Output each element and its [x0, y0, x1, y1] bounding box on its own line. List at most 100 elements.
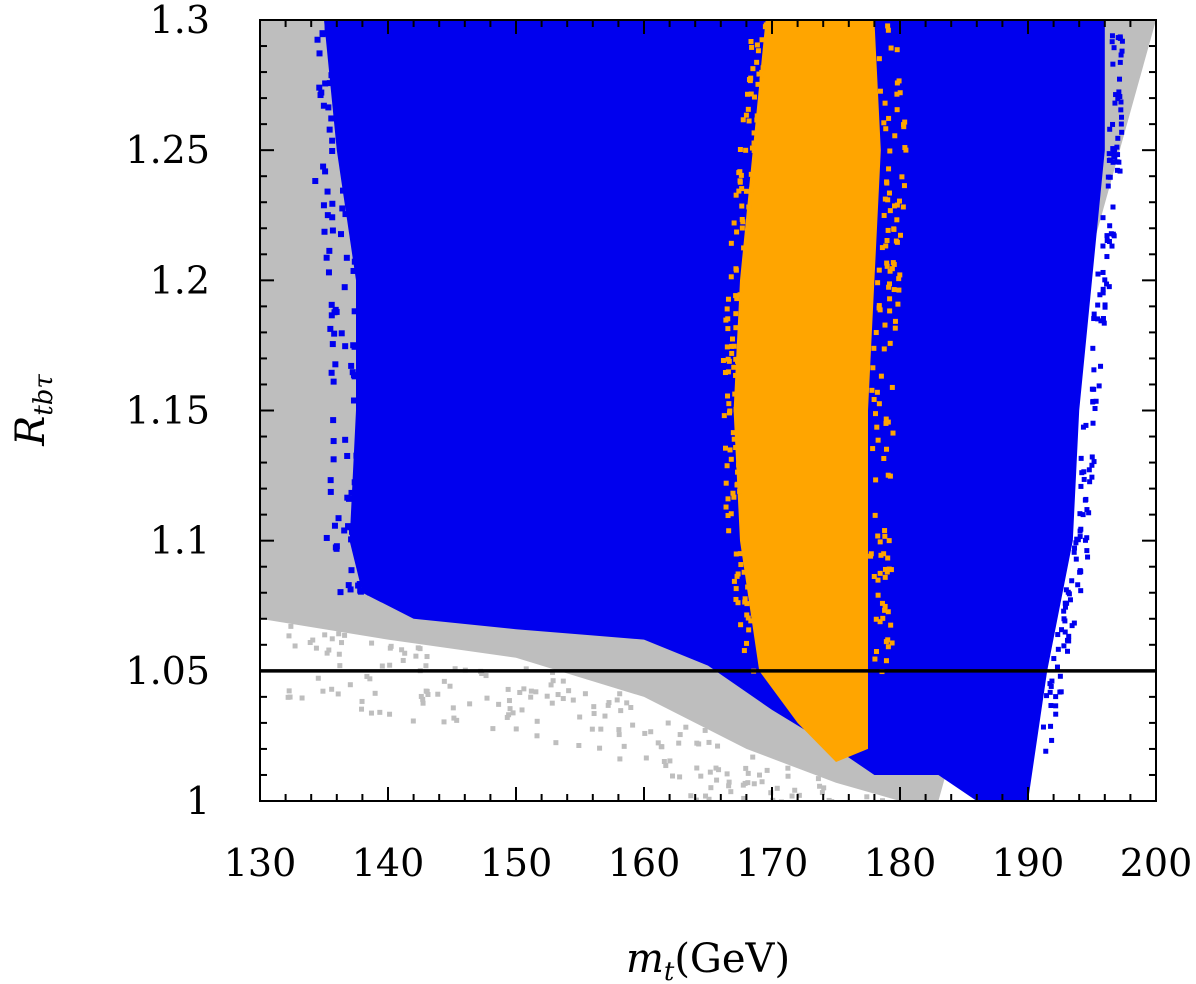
series-blue-point	[384, 67, 391, 74]
series-grey-point	[742, 780, 748, 786]
series-grey-point	[655, 740, 661, 746]
series-blue-point	[395, 251, 402, 258]
series-blue-point	[407, 235, 414, 242]
series-orange-point	[883, 416, 889, 422]
series-grey-point	[821, 785, 827, 791]
series-orange-point	[873, 330, 879, 336]
series-orange-point	[733, 372, 739, 378]
series-orange-point	[894, 217, 900, 223]
series-blue-point	[378, 325, 385, 332]
series-blue-point	[376, 366, 383, 373]
series-blue-point	[379, 74, 386, 81]
series-grey-point	[667, 758, 673, 764]
series-blue-point	[365, 104, 372, 111]
series-blue-point	[349, 170, 356, 177]
series-blue-point	[319, 30, 326, 37]
series-grey-point	[663, 763, 669, 769]
series-blue-point	[417, 592, 424, 599]
series-blue-point	[370, 253, 377, 260]
series-orange-point	[731, 494, 737, 500]
series-blue-point	[323, 534, 330, 541]
series-orange-point	[894, 107, 900, 113]
series-blue-point	[368, 541, 375, 548]
series-orange-point	[887, 208, 893, 214]
series-orange-point	[724, 306, 730, 312]
series-blue-point	[415, 202, 422, 209]
y-axis-label-subscript: tbτ	[29, 374, 59, 416]
x-tick-label: 200	[1120, 841, 1193, 885]
series-grey-point	[510, 710, 516, 716]
series-blue-point	[342, 343, 349, 350]
series-orange-point	[728, 240, 734, 246]
series-orange-point	[877, 570, 883, 576]
series-blue-point	[404, 168, 411, 175]
series-blue-point	[390, 378, 397, 385]
series-orange-point	[884, 263, 890, 269]
series-blue-point	[351, 343, 358, 350]
series-grey-point	[624, 700, 630, 706]
series-grey-point	[716, 767, 722, 773]
series-blue-point	[410, 390, 417, 397]
series-blue-point	[366, 111, 373, 118]
series-blue-point	[365, 554, 372, 561]
series-blue-point	[1073, 556, 1079, 562]
series-blue-point	[368, 135, 375, 142]
series-blue-point	[1090, 420, 1096, 426]
series-blue-point	[1095, 271, 1101, 277]
series-blue-point	[402, 209, 409, 216]
series-grey-point	[534, 733, 540, 739]
series-blue-point	[333, 308, 340, 315]
series-blue-point	[1066, 638, 1072, 644]
series-blue-point	[411, 76, 418, 83]
x-tick-label: 190	[992, 841, 1065, 885]
series-blue-point	[341, 155, 348, 162]
series-grey-point	[726, 783, 732, 789]
series-blue-point	[407, 502, 414, 509]
series-blue-region	[324, 20, 1105, 801]
series-blue-point	[1049, 737, 1055, 743]
series-blue-point	[379, 527, 386, 534]
series-blue-point	[399, 206, 406, 213]
series-orange-point	[741, 569, 747, 575]
series-blue-point	[1113, 92, 1119, 98]
series-orange-point	[733, 596, 739, 602]
series-blue-point	[351, 224, 358, 231]
series-blue-point	[415, 122, 422, 129]
series-blue-point	[390, 177, 397, 184]
series-blue-point	[434, 471, 441, 478]
series-blue-point	[1116, 159, 1122, 165]
series-blue-point	[433, 510, 440, 517]
series-grey-point	[313, 645, 319, 651]
series-grey-point	[745, 770, 751, 776]
series-orange-point	[897, 232, 903, 238]
series-blue-point	[327, 488, 334, 495]
series-blue-point	[1114, 167, 1120, 173]
series-blue-point	[362, 501, 369, 508]
series-grey-point	[423, 663, 429, 669]
series-blue-point	[369, 507, 376, 514]
series-grey-point	[441, 678, 447, 684]
series-blue-point	[371, 389, 378, 396]
series-grey-point	[424, 654, 430, 660]
series-blue-point	[414, 307, 421, 314]
series-blue-point	[404, 552, 411, 559]
series-blue-point	[1083, 422, 1089, 428]
series-blue-point	[338, 330, 345, 337]
series-orange-point	[881, 551, 887, 557]
series-blue-point	[352, 71, 359, 78]
series-orange-point	[731, 220, 737, 226]
series-orange-point	[733, 445, 739, 451]
series-orange-point	[876, 401, 882, 407]
series-blue-point	[351, 29, 358, 36]
series-blue-point	[400, 133, 407, 140]
series-blue-point	[349, 114, 356, 121]
series-blue-point	[346, 495, 353, 502]
series-blue-point	[1048, 703, 1054, 709]
series-blue-point	[1095, 302, 1101, 308]
series-blue-point	[1106, 284, 1112, 290]
series-orange-point	[889, 640, 895, 646]
y-tick-label: 1.1	[150, 519, 210, 563]
series-orange-point	[878, 552, 884, 558]
series-orange-point	[885, 555, 891, 561]
series-orange-point	[896, 287, 902, 293]
